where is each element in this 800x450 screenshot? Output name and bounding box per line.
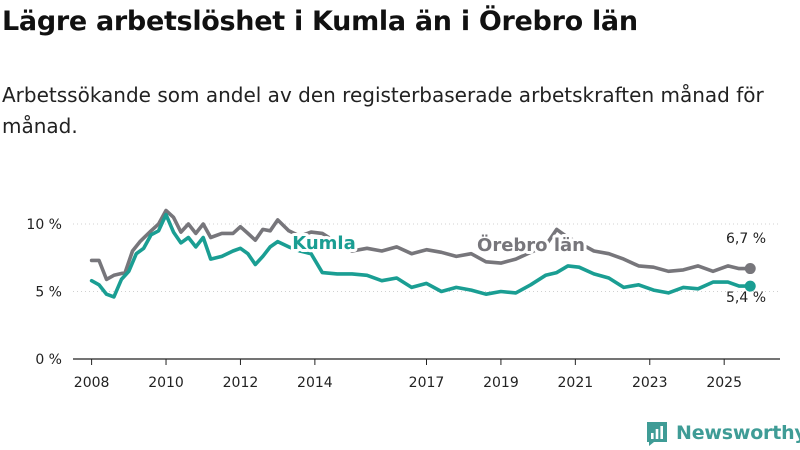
bar-chart-icon [647, 422, 667, 446]
y-tick-label: 5 % [35, 285, 62, 301]
series-label-orebro: Örebro län [477, 234, 585, 256]
x-tick-label: 2012 [223, 375, 259, 391]
x-tick-label: 2019 [483, 375, 519, 391]
x-tick-label: 2023 [632, 375, 668, 391]
end-value-label-orebro: 6,7 % [726, 231, 766, 247]
x-tick-label: 2008 [74, 375, 110, 391]
chart-subtitle: Arbetssökande som andel av den registerb… [2, 83, 764, 138]
x-tick-label: 2025 [706, 375, 742, 391]
y-tick-label: 0 % [35, 352, 62, 368]
x-tick-label: 2021 [558, 375, 594, 391]
series-end-dot-kumla [744, 280, 756, 292]
chart-title: Lägre arbetslöshet i Kumla än i Örebro l… [2, 6, 638, 37]
x-tick-label: 2010 [148, 375, 184, 391]
y-tick-label: 10 % [26, 217, 62, 233]
x-tick-label: 2014 [297, 375, 333, 391]
x-tick-label: 2017 [409, 375, 445, 391]
series-label-kumla: Kumla [292, 233, 356, 254]
brand-logo: Newsworthy [645, 420, 800, 446]
brand-name: Newsworthy [676, 422, 800, 444]
series-line-orebro [89, 208, 753, 282]
series-end-dot-orebro [744, 263, 756, 275]
end-value-label-kumla: 5,4 % [726, 290, 766, 306]
series-line-kumla [89, 212, 753, 299]
